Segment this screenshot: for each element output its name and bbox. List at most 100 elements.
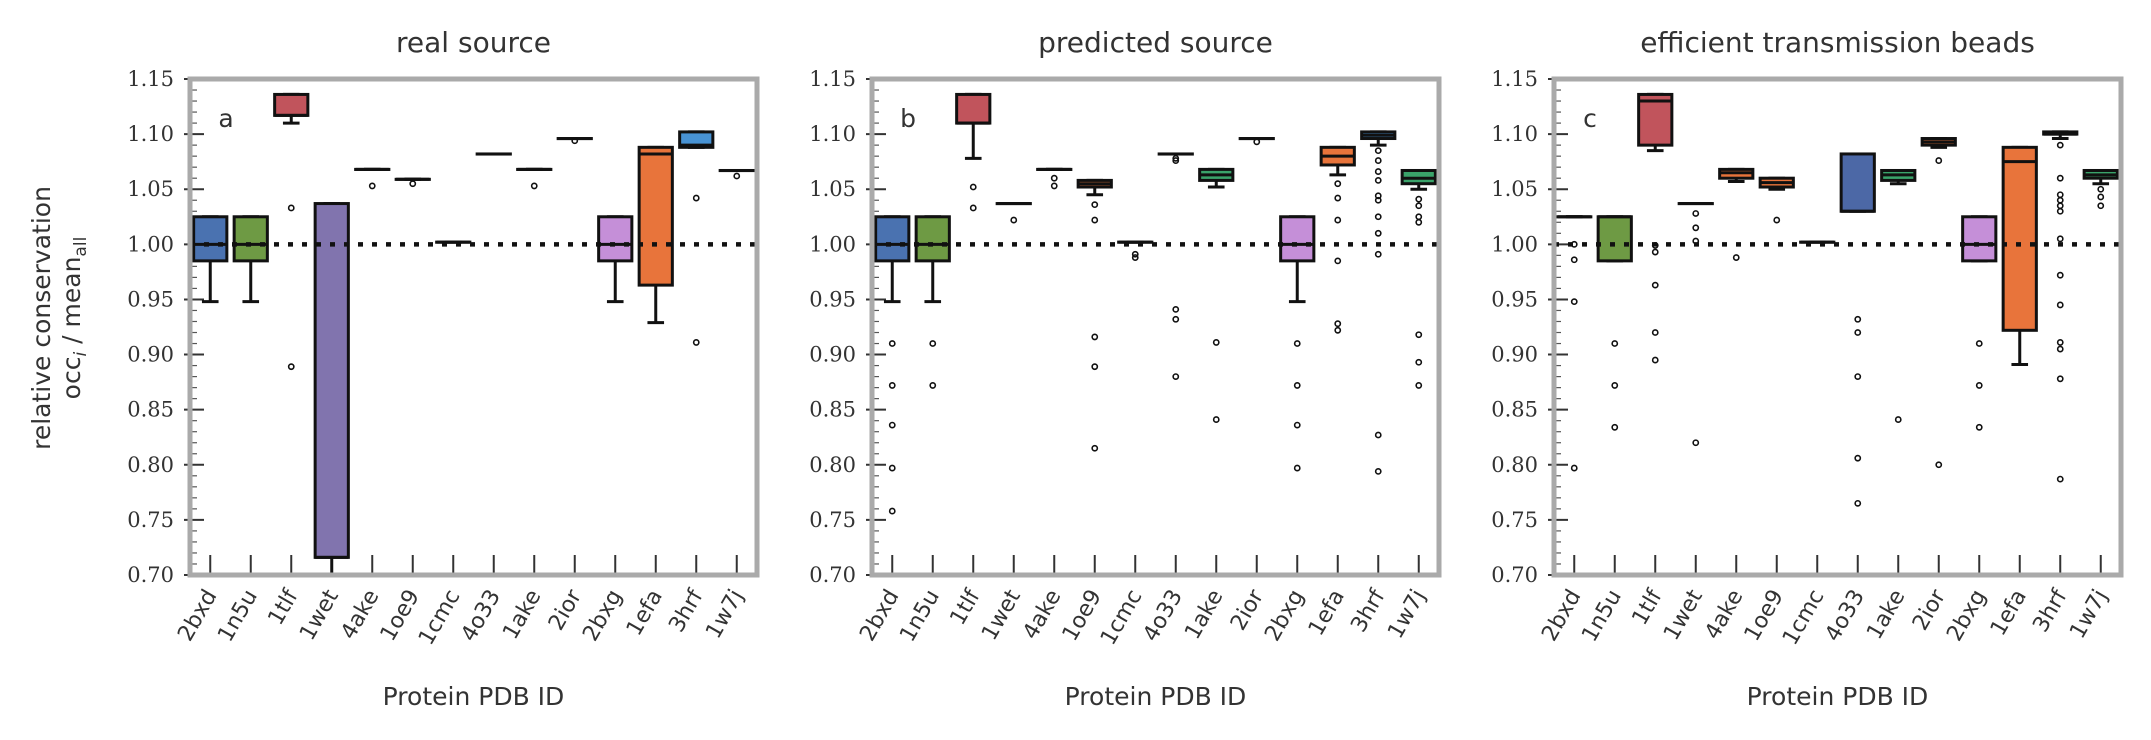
flier-point bbox=[1293, 464, 1301, 472]
x-tick-label: 4ake bbox=[336, 586, 384, 644]
flier-point bbox=[1854, 315, 1862, 323]
box-3hrf bbox=[678, 130, 715, 346]
y-tick-label: 0.80 bbox=[1491, 453, 1538, 477]
flier-point bbox=[1935, 461, 1943, 469]
flier-point bbox=[1611, 340, 1619, 347]
flier-point bbox=[1854, 499, 1862, 507]
flier-point bbox=[287, 204, 295, 212]
flier-point bbox=[888, 464, 896, 472]
box-1tlf bbox=[1637, 92, 1674, 364]
flier-point bbox=[1415, 195, 1423, 203]
x-tick-label: 4o33 bbox=[1821, 586, 1870, 647]
flier-point bbox=[929, 382, 937, 389]
x-tick-label: 1cmc bbox=[1096, 586, 1147, 650]
flier-point bbox=[1374, 168, 1382, 175]
box-1wet bbox=[1677, 202, 1714, 447]
flier-point bbox=[888, 421, 896, 429]
y-tick-label: 1.15 bbox=[127, 67, 174, 91]
box-1n5u bbox=[232, 215, 269, 304]
box-2bxg bbox=[597, 215, 634, 304]
flier-point bbox=[2056, 207, 2064, 215]
flier-point bbox=[530, 182, 538, 190]
y-tick-label: 1.00 bbox=[809, 232, 856, 256]
box-2bxd bbox=[874, 215, 911, 515]
y-axis-label-line1: relative conservation bbox=[27, 186, 56, 450]
flier-point bbox=[1293, 340, 1301, 347]
box-1cmc bbox=[1117, 240, 1154, 261]
y-tick-label: 0.75 bbox=[1491, 508, 1538, 532]
box-1ake bbox=[1198, 167, 1235, 423]
flier-point bbox=[692, 339, 700, 346]
flier-point bbox=[1374, 213, 1382, 221]
flier-point bbox=[2056, 345, 2064, 353]
flier-point bbox=[1415, 218, 1423, 226]
box-2ior bbox=[1920, 137, 1957, 469]
flier-point bbox=[1091, 201, 1099, 209]
box-body bbox=[2001, 145, 2038, 332]
flier-point bbox=[287, 363, 295, 371]
box-1ake bbox=[516, 167, 553, 190]
panel-letter: c bbox=[1583, 104, 1597, 133]
flier-point bbox=[1415, 202, 1423, 210]
x-tick-label: 1wet bbox=[977, 585, 1026, 645]
flier-point bbox=[1692, 210, 1700, 217]
box-1oe9 bbox=[1076, 178, 1113, 452]
flier-point bbox=[1010, 216, 1018, 224]
flier-point bbox=[1334, 320, 1342, 328]
x-tick-label: 2bxg bbox=[1260, 586, 1309, 646]
x-tick-label: 2bxg bbox=[1942, 586, 1991, 646]
y-tick-label: 0.75 bbox=[127, 508, 174, 532]
x-tick-label: 2bxd bbox=[855, 586, 904, 646]
box-3hrf bbox=[2042, 130, 2079, 483]
flier-point bbox=[1975, 382, 1983, 389]
flier-point bbox=[1253, 138, 1261, 146]
box-body bbox=[313, 202, 350, 559]
box-1oe9 bbox=[1758, 176, 1795, 224]
x-tick-label: 2bxd bbox=[1537, 586, 1586, 646]
svg-text:relative conservation: relative conservation bbox=[27, 186, 56, 450]
box-4o33 bbox=[1157, 152, 1194, 380]
y-axis-label-sep: / mean bbox=[57, 257, 86, 352]
flier-point bbox=[1172, 154, 1180, 162]
x-tick-label: 1ake bbox=[1862, 586, 1910, 644]
y-tick-label: 0.70 bbox=[809, 563, 856, 587]
flier-point bbox=[1894, 416, 1902, 423]
box-body bbox=[192, 215, 229, 263]
flier-point bbox=[1570, 256, 1578, 264]
flier-point bbox=[888, 340, 896, 347]
flier-point bbox=[1415, 331, 1423, 339]
flier-point bbox=[969, 183, 977, 191]
flier-point bbox=[1611, 423, 1619, 431]
x-tick-label: 1n5u bbox=[1577, 586, 1627, 647]
panel-title: predicted source bbox=[1038, 26, 1273, 59]
x-tick-label: 1w7j bbox=[1383, 586, 1431, 644]
flier-point bbox=[1172, 305, 1180, 313]
plot-frame bbox=[1551, 76, 2124, 578]
box-1w7j bbox=[718, 168, 755, 180]
y-tick-label: 1.05 bbox=[127, 177, 174, 201]
box-4o33 bbox=[1839, 152, 1876, 507]
flier-point bbox=[1854, 329, 1862, 336]
box-2ior bbox=[556, 137, 593, 145]
box-body bbox=[1596, 215, 1633, 263]
flier-point bbox=[409, 180, 417, 188]
y-tick-label: 1.15 bbox=[1491, 67, 1538, 91]
x-tick-label: 1efa bbox=[1986, 586, 2032, 641]
box-4ake bbox=[354, 167, 391, 190]
box-body bbox=[273, 92, 310, 117]
box-2bxd bbox=[1556, 215, 1593, 472]
box-1efa bbox=[1319, 145, 1356, 334]
flier-point bbox=[1374, 431, 1382, 439]
y-tick-label: 0.90 bbox=[1491, 343, 1538, 367]
y-tick-label: 0.85 bbox=[127, 398, 174, 422]
flier-point bbox=[1334, 326, 1342, 334]
panel-a: real source 0.70 0.75 0.80 0.85 0.90 0.95 1.00 1… bbox=[127, 26, 760, 711]
x-axis-label: Protein PDB ID bbox=[1065, 682, 1247, 711]
flier-point bbox=[2056, 475, 2064, 483]
flier-point bbox=[1131, 254, 1139, 261]
flier-point bbox=[1611, 382, 1619, 389]
x-tick-label: 1w7j bbox=[701, 586, 749, 644]
flier-point bbox=[888, 382, 896, 389]
flier-point bbox=[1651, 281, 1659, 289]
